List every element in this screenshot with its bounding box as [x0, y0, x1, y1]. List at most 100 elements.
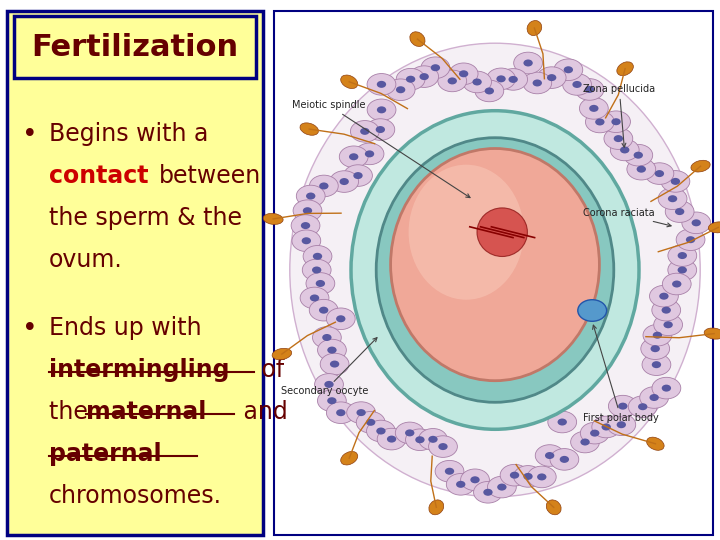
Ellipse shape [324, 381, 333, 388]
Ellipse shape [475, 80, 504, 102]
Ellipse shape [595, 118, 605, 125]
Ellipse shape [366, 419, 375, 426]
Ellipse shape [508, 76, 518, 83]
Ellipse shape [533, 79, 542, 86]
Ellipse shape [341, 75, 358, 89]
Ellipse shape [366, 420, 395, 442]
Ellipse shape [438, 70, 467, 92]
Ellipse shape [377, 106, 386, 113]
Ellipse shape [310, 299, 338, 321]
Ellipse shape [291, 215, 320, 237]
Ellipse shape [319, 183, 328, 190]
Ellipse shape [585, 86, 594, 93]
Ellipse shape [559, 456, 569, 463]
Ellipse shape [339, 146, 368, 167]
Ellipse shape [377, 81, 386, 88]
Ellipse shape [527, 466, 556, 488]
Ellipse shape [396, 86, 405, 93]
Ellipse shape [523, 473, 533, 480]
Ellipse shape [548, 411, 577, 433]
Ellipse shape [500, 464, 529, 486]
Ellipse shape [410, 66, 438, 87]
Ellipse shape [293, 200, 322, 221]
Ellipse shape [312, 253, 322, 260]
Ellipse shape [367, 73, 396, 95]
Text: Meiotic spindle: Meiotic spindle [292, 100, 470, 198]
Ellipse shape [312, 267, 321, 273]
Ellipse shape [435, 461, 464, 482]
Ellipse shape [662, 273, 691, 295]
Ellipse shape [395, 422, 424, 444]
Ellipse shape [580, 422, 609, 444]
Text: of: of [254, 358, 284, 382]
Ellipse shape [671, 178, 680, 185]
Ellipse shape [513, 52, 542, 74]
Ellipse shape [347, 402, 376, 423]
Ellipse shape [692, 219, 701, 226]
Ellipse shape [661, 171, 690, 192]
Ellipse shape [708, 222, 720, 233]
Ellipse shape [349, 153, 359, 160]
Ellipse shape [300, 123, 318, 135]
Ellipse shape [592, 416, 621, 438]
Ellipse shape [496, 76, 505, 83]
Ellipse shape [302, 237, 311, 244]
Ellipse shape [589, 105, 598, 112]
Ellipse shape [431, 64, 440, 71]
Ellipse shape [634, 152, 643, 159]
Ellipse shape [445, 468, 454, 475]
Ellipse shape [668, 195, 678, 202]
Ellipse shape [477, 208, 527, 256]
Ellipse shape [678, 252, 687, 259]
Ellipse shape [572, 81, 582, 88]
Text: the sperm & the: the sperm & the [49, 206, 242, 230]
FancyBboxPatch shape [274, 11, 713, 535]
Ellipse shape [611, 118, 621, 125]
Ellipse shape [654, 314, 683, 335]
Ellipse shape [356, 411, 385, 433]
Ellipse shape [409, 165, 523, 300]
Ellipse shape [590, 430, 600, 437]
Ellipse shape [647, 437, 664, 450]
Ellipse shape [377, 428, 386, 435]
Ellipse shape [640, 387, 669, 408]
Ellipse shape [662, 384, 671, 391]
Ellipse shape [292, 230, 320, 252]
Ellipse shape [580, 438, 590, 445]
Ellipse shape [678, 267, 687, 273]
Ellipse shape [272, 348, 292, 360]
Ellipse shape [328, 347, 337, 354]
Text: paternal: paternal [49, 442, 161, 466]
Ellipse shape [523, 59, 533, 66]
Ellipse shape [617, 62, 634, 76]
Ellipse shape [319, 307, 328, 314]
Text: the: the [49, 400, 95, 424]
Ellipse shape [340, 178, 349, 185]
Ellipse shape [653, 332, 662, 339]
Ellipse shape [336, 315, 346, 322]
Ellipse shape [682, 212, 711, 234]
Ellipse shape [376, 126, 385, 133]
Ellipse shape [545, 452, 554, 459]
Ellipse shape [336, 409, 346, 416]
Text: and: and [236, 400, 288, 424]
Ellipse shape [330, 171, 359, 192]
Ellipse shape [320, 353, 349, 375]
Ellipse shape [456, 481, 465, 488]
Ellipse shape [315, 280, 325, 287]
Ellipse shape [487, 476, 516, 498]
Ellipse shape [537, 474, 546, 481]
Ellipse shape [550, 449, 579, 470]
Ellipse shape [662, 307, 671, 314]
Ellipse shape [310, 294, 319, 301]
Ellipse shape [513, 465, 542, 487]
Ellipse shape [668, 259, 697, 281]
Ellipse shape [415, 436, 425, 443]
Ellipse shape [410, 32, 425, 46]
Ellipse shape [613, 135, 623, 142]
Text: Secondary oocyte: Secondary oocyte [281, 338, 377, 396]
Ellipse shape [571, 431, 600, 453]
Ellipse shape [652, 361, 661, 368]
Ellipse shape [459, 70, 468, 77]
Ellipse shape [377, 428, 406, 450]
